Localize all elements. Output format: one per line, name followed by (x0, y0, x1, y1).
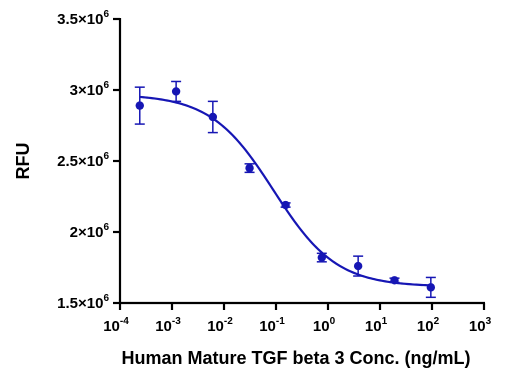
data-point (207, 100, 218, 134)
x-tick-base: 10 (313, 318, 330, 335)
x-tick-exponent: -1 (276, 316, 285, 327)
data-marker (426, 283, 436, 292)
x-tick-base: 10 (103, 318, 120, 335)
y-tick-label: 3.5×106 (57, 9, 109, 28)
x-tick-exponent: -3 (172, 316, 181, 327)
data-marker (317, 253, 327, 262)
x-axis-title: Human Mature TGF beta 3 Conc. (ng/mL) (121, 348, 470, 368)
data-point (244, 163, 255, 174)
data-marker (390, 276, 399, 285)
y-tick-exponent: 6 (103, 293, 109, 304)
data-marker (353, 261, 363, 271)
data-point (353, 255, 364, 277)
x-tick-base: 10 (155, 318, 172, 335)
x-tick-exponent: -2 (224, 316, 233, 327)
data-marker (171, 87, 181, 96)
data-marker (281, 200, 290, 210)
x-tick-exponent: 3 (486, 316, 492, 327)
x-ticks: 10-4 10-3 10-2 10-1 100 101 102 103 (103, 303, 492, 335)
x-tick-label: 101 (365, 316, 388, 335)
data-point (389, 276, 400, 285)
x-tick-base: 10 (417, 318, 434, 335)
x-axis: 10-4 10-3 10-2 10-1 100 101 102 103 (103, 301, 492, 335)
x-tick-label: 10-2 (207, 316, 233, 335)
data-marker (245, 163, 254, 173)
x-tick-label: 10-1 (259, 316, 285, 335)
y-tick-label: 2.5×106 (57, 151, 109, 170)
x-tick-base: 10 (469, 318, 486, 335)
data-marker (135, 101, 144, 110)
data-points (134, 80, 436, 299)
y-tick-mantissa: 3×10 (70, 82, 104, 99)
x-tick-label: 102 (417, 316, 440, 335)
y-tick-exponent: 6 (103, 9, 109, 20)
x-tick-label: 103 (469, 316, 492, 335)
y-tick-label: 3×106 (70, 80, 110, 99)
x-tick-exponent: 0 (330, 316, 336, 327)
y-tick-exponent: 6 (103, 151, 109, 162)
data-point (280, 200, 291, 210)
data-point (316, 252, 327, 263)
data-point (171, 80, 182, 103)
x-tick-base: 10 (207, 318, 224, 335)
fit-curve (139, 95, 431, 287)
x-tick-exponent: 1 (382, 316, 388, 327)
y-tick-label: 2×106 (70, 222, 110, 241)
x-tick-label: 100 (313, 316, 336, 335)
x-tick-exponent: -4 (120, 316, 129, 327)
y-axis-title: RFU (13, 143, 33, 180)
y-tick-mantissa: 2.5×10 (57, 153, 103, 170)
y-tick-mantissa: 2×10 (70, 224, 104, 241)
x-tick-base: 10 (259, 318, 276, 335)
x-tick-exponent: 2 (434, 316, 440, 327)
y-tick-mantissa: 1.5×10 (57, 295, 103, 312)
x-tick-label: 10-3 (155, 316, 181, 335)
y-tick-exponent: 6 (103, 80, 109, 91)
data-point (425, 276, 436, 299)
data-point (134, 86, 145, 125)
x-tick-label: 10-4 (103, 316, 129, 335)
y-tick-mantissa: 3.5×10 (57, 11, 103, 28)
x-tick-base: 10 (365, 318, 382, 335)
y-tick-label: 1.5×106 (57, 293, 109, 312)
data-marker (208, 112, 218, 122)
y-tick-exponent: 6 (103, 222, 109, 233)
